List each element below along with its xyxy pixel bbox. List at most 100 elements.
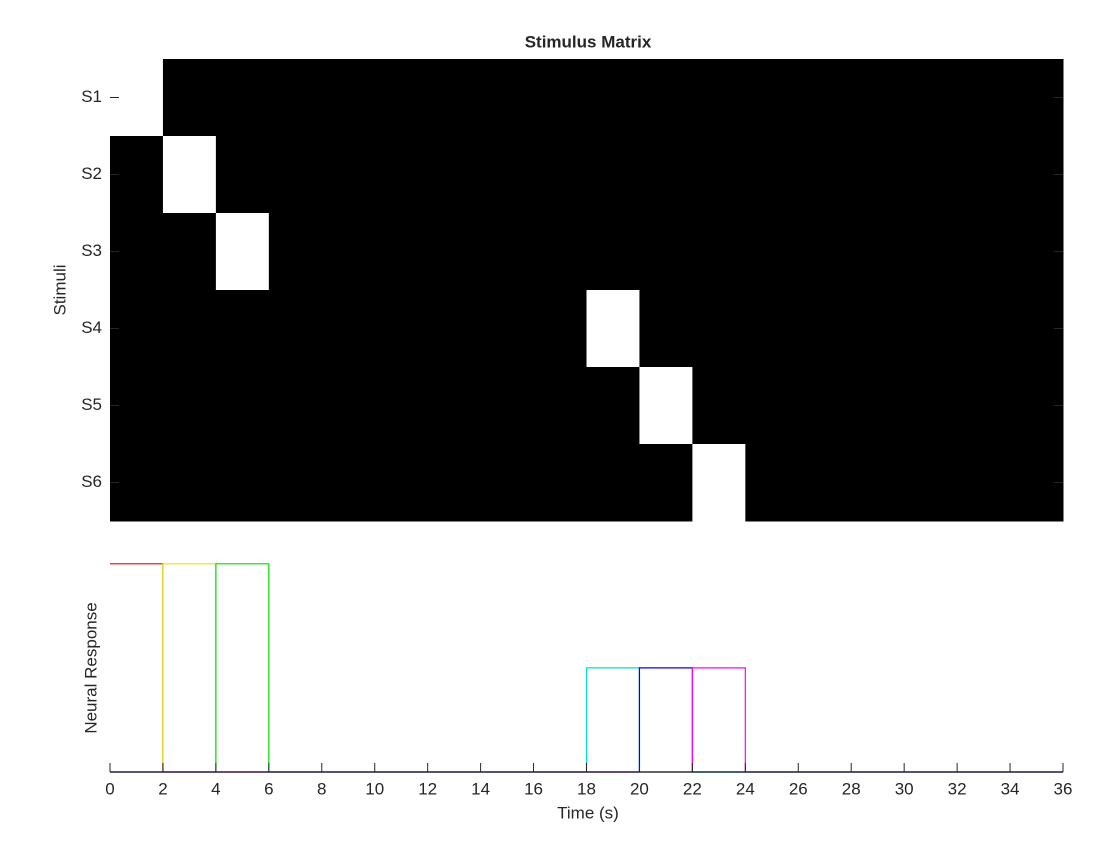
heatmap-cell [904,59,958,137]
heatmap-cell [639,367,693,445]
heatmap-cell [586,213,640,291]
x-tick-label: 32 [948,779,967,798]
heatmap-cell [374,136,429,214]
x-tick-label: 10 [365,779,384,798]
heatmap-cell [904,213,958,291]
heatmap-cell [480,290,535,368]
heatmap-cell [374,213,429,291]
heatmap-cell [162,444,217,522]
heatmap-cell [692,136,746,214]
heatmap-cell [957,59,1011,137]
heatmap-cell [904,444,958,522]
y-axis-label: Stimuli [50,264,69,315]
y-tick-label: S2 [81,164,102,183]
heatmap-cell [321,290,376,368]
heatmap-cell [215,367,270,445]
heatmap-cell [745,444,799,522]
heatmap-cell [639,290,693,368]
heatmap-cell [798,367,852,445]
x-tick-label: 2 [158,779,167,798]
x-axis-label: Time (s) [557,803,619,822]
heatmap-cell [586,367,640,445]
y-axis-label: Neural Response [81,602,100,733]
x-tick-label: 28 [842,779,861,798]
heatmap-cell [374,290,429,368]
heatmap-cell [745,59,799,137]
heatmap-cell [904,136,958,214]
heatmap-cell [480,444,535,522]
heatmap-cell [692,444,746,522]
heatmap-cell [268,136,323,214]
x-tick-label: 14 [471,779,490,798]
heatmap-cell [374,59,429,137]
heatmap-cell [427,136,482,214]
heatmap-cell [427,444,482,522]
heatmap-cell [533,59,587,137]
heatmap-cell [427,367,482,445]
heatmap-cell [586,444,640,522]
heatmap-cell [586,290,640,368]
heatmap-cell [692,59,746,137]
heatmap-cell [215,59,270,137]
heatmap-cell [533,444,587,522]
y-tick-label: S3 [81,241,102,260]
heatmap-cell [639,59,693,137]
x-tick-label: 4 [211,779,220,798]
heatmap-cell [215,136,270,214]
x-tick-label: 26 [789,779,808,798]
heatmap-cell [480,59,535,137]
heatmap-cell [851,59,905,137]
heatmap-cell [798,136,852,214]
heatmap-cell [586,136,640,214]
heatmap-cell [321,136,376,214]
heatmap-cell [268,59,323,137]
heatmap-cell [692,213,746,291]
heatmap-cell [851,290,905,368]
heatmap-cell [745,367,799,445]
heatmap-cell [957,213,1011,291]
y-tick-label: S4 [81,318,102,337]
x-tick-label: 0 [105,779,114,798]
heatmap-cell [162,213,217,291]
x-tick-label: 30 [895,779,914,798]
heatmap-cell [533,213,587,291]
x-tick-label: 22 [683,779,702,798]
heatmap-cell [480,367,535,445]
x-tick-label: 34 [1001,779,1020,798]
heatmap-cell [480,213,535,291]
heatmap-cell [798,290,852,368]
heatmap-cell [162,59,217,137]
heatmap-cell [639,213,693,291]
heatmap-cell [851,213,905,291]
heatmap-cell [321,213,376,291]
heatmap-cell [745,136,799,214]
heatmap-cell [268,213,323,291]
heatmap-cell [215,444,270,522]
heatmap-cell [586,59,640,137]
heatmap-cell [427,213,482,291]
heatmap-cell [692,290,746,368]
x-tick-label: 36 [1054,779,1073,798]
heatmap-cell [215,213,270,291]
heatmap-cell [374,444,429,522]
x-tick-label: 24 [736,779,755,798]
heatmap-cell [957,367,1011,445]
heatmap-cell [957,290,1011,368]
heatmap-cell [533,136,587,214]
heatmap-cell [321,59,376,137]
y-tick-label: S6 [81,472,102,491]
heatmap-cell [215,290,270,368]
heatmap-cell [798,444,852,522]
heatmap-cell [321,444,376,522]
heatmap-cell [798,213,852,291]
heatmap-cell [851,444,905,522]
heatmap-cell [427,59,482,137]
heatmap-cell [268,444,323,522]
heatmap-cell [904,367,958,445]
y-tick-label: S1 [81,87,102,106]
heatmap-cell [798,59,852,137]
heatmap-cell [162,367,217,445]
heatmap-cell [374,367,429,445]
heatmap-cell [427,290,482,368]
x-tick-label: 20 [630,779,649,798]
